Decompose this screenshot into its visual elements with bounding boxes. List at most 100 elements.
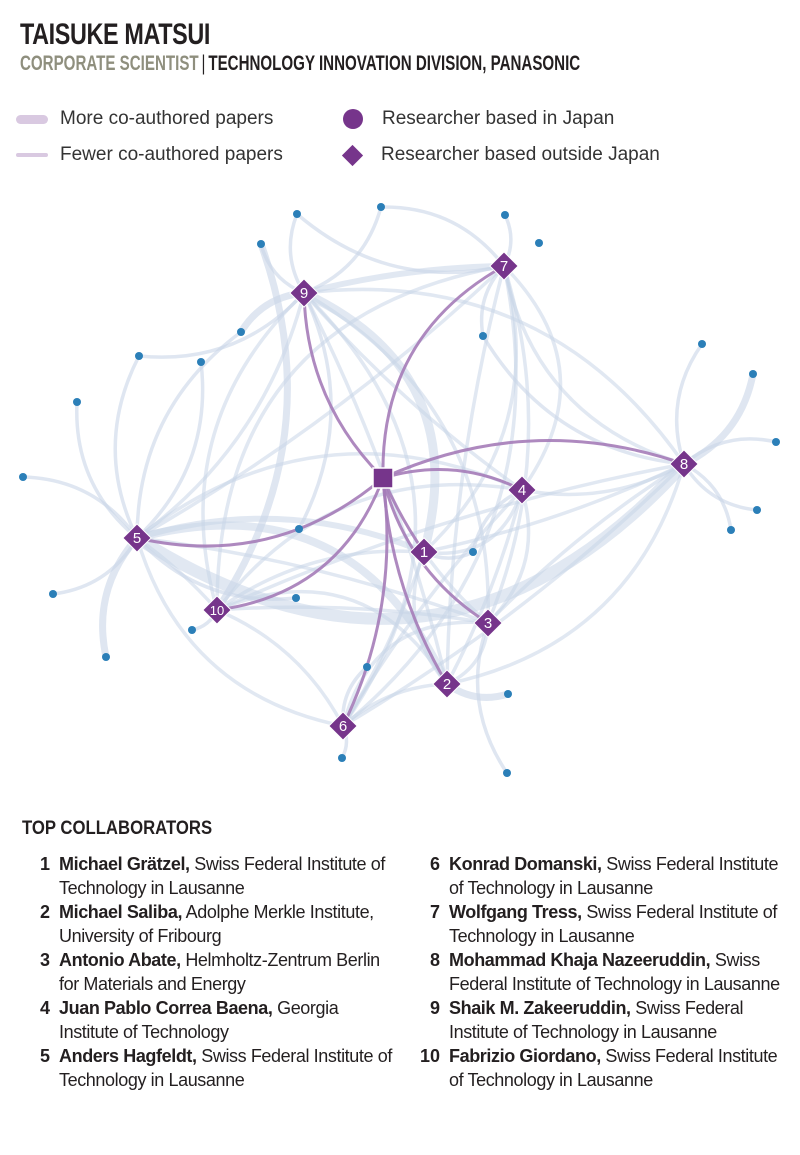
thick-line-swatch-icon xyxy=(16,114,48,124)
node-label: 8 xyxy=(680,456,688,473)
collaborator-edge xyxy=(341,264,518,728)
secondary-edge xyxy=(51,536,139,596)
collaborator-edge xyxy=(486,462,686,625)
primary-edge xyxy=(302,291,385,480)
collaborators-column-left: 1 Michael Grätzel, Swiss Federal Institu… xyxy=(22,852,402,1092)
collaborator-edge xyxy=(215,482,524,612)
collaborator-rank: 7 xyxy=(429,902,440,922)
diamond-icon xyxy=(202,595,232,625)
secondary-edge xyxy=(674,342,704,466)
collaborator-node: 10 xyxy=(202,595,232,625)
legend-fewer-papers: Fewer co-authored papers xyxy=(16,144,283,166)
collaborator-affiliation: Adolphe Merkle Institute, University of … xyxy=(59,902,374,946)
researcher-dot xyxy=(102,653,110,661)
secondary-edge xyxy=(213,240,291,614)
collaborator-node: 2 xyxy=(432,669,462,699)
collaborator-name: Michael Saliba, xyxy=(59,902,183,922)
collaborator-name: Fabrizio Giordano, xyxy=(449,1046,601,1066)
collaborator-edge xyxy=(215,608,345,728)
collaborator-text: Shaik M. Zakeeruddin, Swiss Federal Inst… xyxy=(449,996,784,1044)
secondary-edge xyxy=(302,205,383,295)
secondary-edge xyxy=(137,291,306,359)
collaborator-affiliation: Georgia Institute of Technology xyxy=(59,998,339,1042)
diamond-icon xyxy=(432,669,462,699)
other-researchers xyxy=(19,203,780,777)
subtitle-separator: | xyxy=(201,52,206,75)
researcher-dot xyxy=(292,594,300,602)
researcher-dot xyxy=(727,526,735,534)
diamond-icon xyxy=(489,251,519,281)
legend-label: Fewer co-authored papers xyxy=(60,144,283,165)
diamond-icon xyxy=(122,523,152,553)
primary-edge xyxy=(215,476,385,612)
collaborator-affiliation: Swiss Federal Institute of Technology in… xyxy=(449,1046,778,1090)
primary-edge xyxy=(381,438,686,480)
collaborator-rank: 9 xyxy=(429,998,440,1018)
collaborator-name: Shaik M. Zakeeruddin, xyxy=(449,998,631,1018)
organization-text: TECHNOLOGY INNOVATION DIVISION, PANASONI… xyxy=(208,52,581,75)
collaborator-edge xyxy=(201,291,306,612)
secondary-edge xyxy=(135,360,205,540)
page-title: TAISUKE MATSUI xyxy=(20,18,210,51)
collaborators-column-right: 6 Konrad Domanski, Swiss Federal Institu… xyxy=(412,852,792,1092)
researcher-dot xyxy=(49,590,57,598)
collaborator-node: 4 xyxy=(507,475,537,505)
diamond-icon xyxy=(409,537,439,567)
collaborator-rank: 4 xyxy=(39,998,50,1018)
node-label: 2 xyxy=(443,676,451,693)
researcher-dot xyxy=(237,328,245,336)
collaborator-node: 8 xyxy=(669,449,699,479)
collaborator-affiliation: Swiss Federal Institute of Technology in… xyxy=(449,902,777,946)
collaborator-edge xyxy=(502,264,563,492)
collaborator-edge xyxy=(445,462,686,686)
researcher-dot xyxy=(749,370,757,378)
researcher-dot xyxy=(295,525,303,533)
diamond-icon xyxy=(341,144,364,166)
researcher-dot xyxy=(503,769,511,777)
researcher-dot xyxy=(135,352,143,360)
secondary-edge xyxy=(75,400,139,540)
diamond-icon xyxy=(669,449,699,479)
collaborator-affiliation: Helmholtz-Zentrum Berlin for Materials a… xyxy=(59,950,380,994)
diamond-icon xyxy=(328,711,358,741)
node-label: 4 xyxy=(518,482,526,499)
role-text: CORPORATE SCIENTIST xyxy=(20,52,199,75)
collaborator-edge xyxy=(135,264,506,540)
collaborator-entry: 7 Wolfgang Tress, Swiss Federal Institut… xyxy=(412,900,792,948)
collaborator-edge xyxy=(135,536,345,728)
collaborator-name: Wolfgang Tress, xyxy=(449,902,582,922)
collaborator-node: 6 xyxy=(328,711,358,741)
collaborator-affiliation: Swiss Federal Institute of Technology in… xyxy=(59,854,385,898)
secondary-edge xyxy=(475,621,509,775)
secondary-edge xyxy=(297,291,333,531)
collaborator-rank: 6 xyxy=(429,854,440,874)
collaborator-entry: 2 Michael Saliba, Adolphe Merkle Institu… xyxy=(22,900,402,948)
collaborator-node: 5 xyxy=(122,523,152,553)
collaborator-entry: 3 Antonio Abate, Helmholtz-Zentrum Berli… xyxy=(22,948,402,996)
collaborator-rank: 10 xyxy=(419,1046,440,1066)
collaborator-nodes: 1 2 3 4 5 6 7 8 9 10 xyxy=(122,251,699,741)
primary-edge xyxy=(135,476,385,548)
diamond-icon xyxy=(289,278,319,308)
legend-label: More co-authored papers xyxy=(60,108,274,129)
secondary-edges xyxy=(21,205,778,775)
researcher-dot xyxy=(377,203,385,211)
legend-label: Researcher based in Japan xyxy=(382,108,615,129)
collaborator-rank: 8 xyxy=(429,950,440,970)
node-label: 1 xyxy=(420,544,428,561)
collaborator-rank: 2 xyxy=(39,902,50,922)
collaborators-title: TOP COLLABORATORS xyxy=(22,818,213,839)
researcher-dot xyxy=(19,473,27,481)
researcher-dot xyxy=(535,239,543,247)
collaborator-edge xyxy=(135,291,306,540)
researcher-dot xyxy=(257,240,265,248)
collaborator-affiliation: Swiss Federal Institute of Technology in… xyxy=(59,1046,392,1090)
thin-line-swatch-icon xyxy=(16,153,48,157)
collaborator-entry: 10 Fabrizio Giordano, Swiss Federal Inst… xyxy=(412,1044,792,1092)
researcher-dot xyxy=(772,438,780,446)
secondary-edge xyxy=(481,334,686,466)
secondary-edge xyxy=(135,536,298,601)
collaborator-edge xyxy=(215,605,490,625)
primary-edge xyxy=(341,476,389,728)
diamond-icon xyxy=(507,475,537,505)
